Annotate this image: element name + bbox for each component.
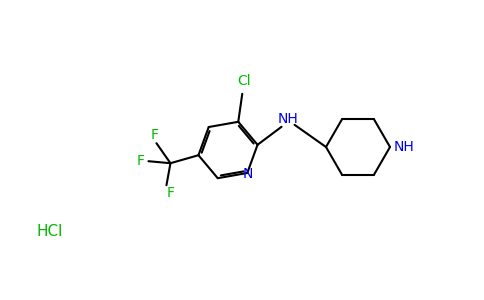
Text: N: N (243, 167, 254, 181)
Text: Cl: Cl (238, 74, 251, 88)
Text: F: F (136, 154, 144, 168)
Text: NH: NH (277, 112, 298, 126)
Text: F: F (151, 128, 158, 142)
Text: F: F (166, 186, 174, 200)
Text: NH: NH (393, 140, 414, 154)
Text: HCl: HCl (37, 224, 63, 239)
